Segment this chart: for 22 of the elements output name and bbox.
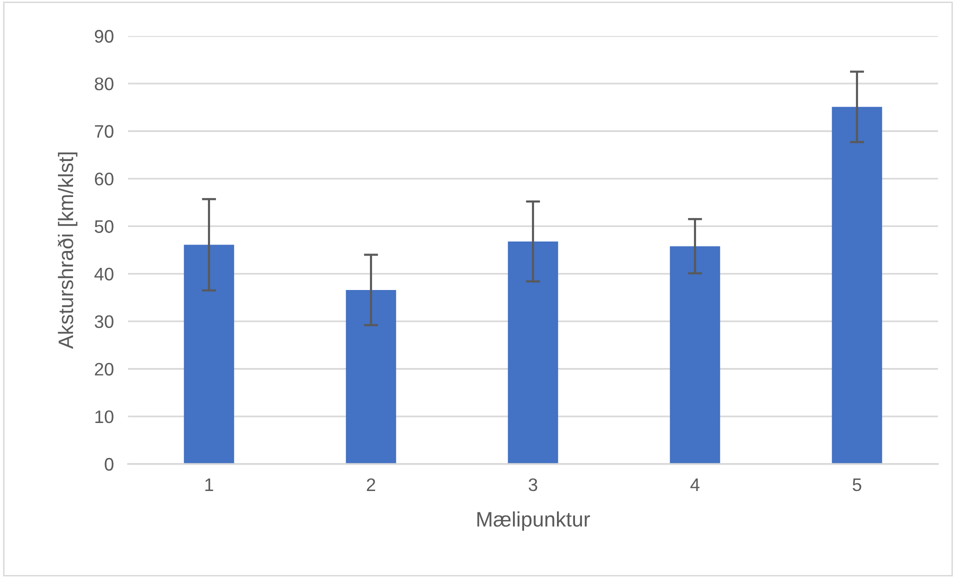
x-tick-label: 2 (366, 478, 376, 491)
bar (508, 241, 558, 464)
bar (346, 290, 396, 464)
y-tick-label: 80 (94, 77, 114, 90)
x-axis-title: Mælipunktur (477, 511, 590, 531)
bar (184, 244, 234, 464)
y-tick-label: 90 (94, 30, 114, 43)
x-tick-label: 5 (852, 478, 862, 492)
x-tick-label: 3 (528, 478, 538, 492)
y-tick-label: 30 (94, 315, 114, 328)
bar (832, 106, 882, 464)
x-tick-label: 4 (690, 478, 700, 491)
y-tick-label: 10 (95, 410, 114, 424)
y-tick-label: 50 (94, 220, 114, 233)
y-tick-label: 20 (94, 362, 114, 376)
y-tick-label: 70 (94, 125, 114, 138)
y-axis-title: Aksturshraði [km/klst] (58, 152, 78, 349)
y-tick-label: 0 (104, 458, 114, 471)
bar (670, 246, 720, 464)
y-tick-label: 40 (94, 268, 114, 280)
x-tick-label: 1 (205, 478, 214, 491)
y-tick-label: 60 (94, 172, 114, 186)
